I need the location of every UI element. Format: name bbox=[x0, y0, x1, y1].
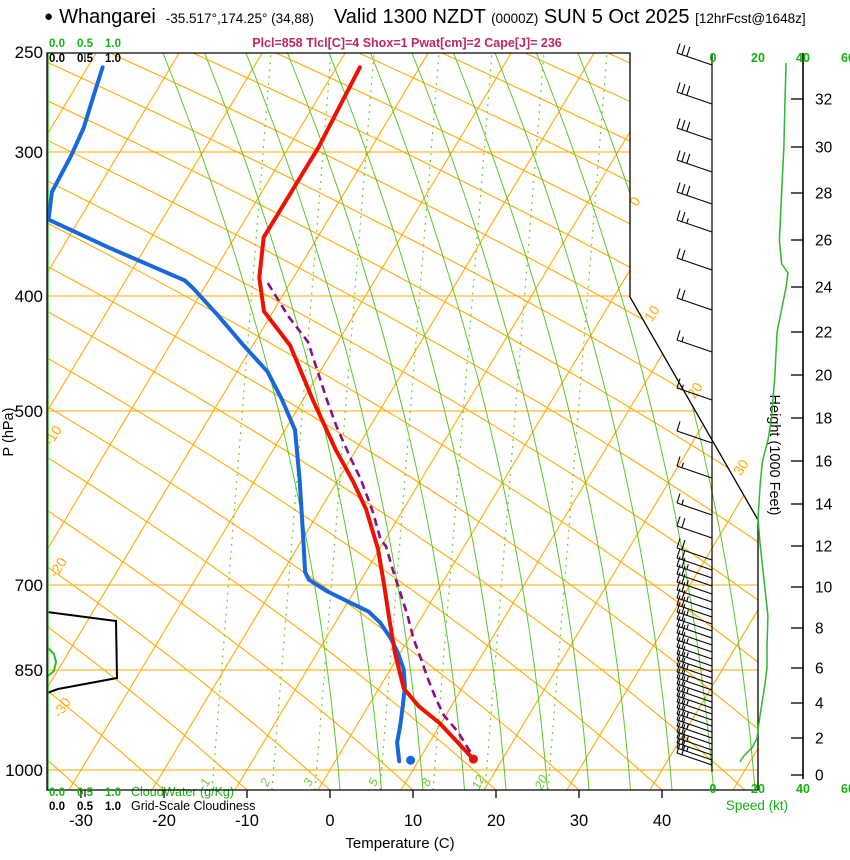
svg-text:32: 32 bbox=[815, 92, 832, 109]
svg-text:1.0: 1.0 bbox=[105, 787, 121, 799]
svg-text:20: 20 bbox=[487, 812, 505, 830]
svg-text:0.0: 0.0 bbox=[49, 801, 65, 813]
surface-dewpoint-dot bbox=[406, 755, 416, 765]
svg-text:24: 24 bbox=[815, 280, 833, 297]
svg-text:10: 10 bbox=[404, 812, 422, 830]
valid-utc: (0000Z) bbox=[491, 11, 539, 26]
svg-text:20: 20 bbox=[751, 51, 765, 65]
svg-text:-20: -20 bbox=[152, 812, 176, 830]
temperature-axis: -30 -20 -10 0 10 20 30 40 bbox=[69, 790, 671, 830]
cloudwater-scale-label: CloudWater (g/Kg) bbox=[131, 785, 234, 799]
svg-text:0.0: 0.0 bbox=[49, 38, 65, 50]
svg-text:22: 22 bbox=[815, 325, 832, 342]
surface-temp-dot bbox=[468, 754, 478, 764]
cloudiness-scale-label: Grid-Scale Cloudiness bbox=[131, 799, 255, 813]
svg-text:0.0: 0.0 bbox=[49, 53, 65, 65]
cloud-profiles bbox=[47, 53, 119, 790]
speed-scale: 00202040406060 bbox=[710, 51, 850, 796]
svg-text:12: 12 bbox=[815, 539, 832, 556]
height-axis-label: Height (1000 Feet) bbox=[766, 395, 782, 516]
station-coords: -35.517°,174.25° (34,88) bbox=[165, 11, 314, 26]
svg-text:0: 0 bbox=[325, 812, 334, 830]
speed-axis-label: Speed (kt) bbox=[726, 798, 788, 813]
svg-text:30: 30 bbox=[730, 456, 752, 478]
svg-text:-30: -30 bbox=[50, 694, 75, 720]
svg-text:20: 20 bbox=[532, 773, 551, 792]
wind-barbs bbox=[676, 43, 713, 772]
svg-text:6: 6 bbox=[815, 661, 824, 678]
svg-text:0: 0 bbox=[815, 768, 824, 785]
svg-text:10: 10 bbox=[815, 580, 833, 597]
cloudwater-profile bbox=[47, 646, 58, 678]
svg-text:2: 2 bbox=[257, 776, 273, 789]
svg-text:-30: -30 bbox=[69, 812, 93, 830]
svg-text:20: 20 bbox=[751, 782, 765, 796]
svg-text:250: 250 bbox=[15, 43, 43, 62]
svg-text:0: 0 bbox=[710, 782, 717, 796]
svg-text:850: 850 bbox=[15, 661, 43, 680]
wind-speed-curve bbox=[739, 62, 789, 763]
svg-text:2: 2 bbox=[815, 731, 824, 748]
svg-text:30: 30 bbox=[815, 140, 833, 157]
parcel-curve bbox=[266, 282, 475, 758]
svg-text:8: 8 bbox=[419, 776, 435, 788]
valid-time: Valid 1300 NZDT bbox=[333, 6, 486, 28]
svg-text:400: 400 bbox=[15, 287, 43, 306]
svg-text:14: 14 bbox=[815, 497, 833, 514]
station-name: Whangarei bbox=[59, 6, 156, 28]
sounding-indices: Plcl=858 Tlcl[C]=4 Shox=1 Pwat[cm]=2 Cap… bbox=[252, 36, 562, 50]
svg-text:1000: 1000 bbox=[5, 761, 43, 780]
svg-text:20: 20 bbox=[815, 368, 833, 385]
svg-text:30: 30 bbox=[570, 812, 588, 830]
grid-lines bbox=[47, 53, 758, 790]
svg-text:40: 40 bbox=[796, 51, 810, 65]
svg-text:-10: -10 bbox=[41, 422, 66, 448]
pressure-axis: 250 300 400 500 700 850 1000 bbox=[5, 43, 43, 780]
sounding-curves bbox=[47, 65, 478, 765]
temperature-curve bbox=[257, 65, 476, 762]
svg-text:500: 500 bbox=[15, 402, 43, 421]
svg-text:40: 40 bbox=[796, 782, 810, 796]
svg-text:16: 16 bbox=[815, 454, 832, 471]
forecast-info: [12hrFcst@1648z] bbox=[695, 11, 806, 26]
chart-title: ● Whangarei -35.517°,174.25° (34,88) Valid … bbox=[44, 6, 806, 29]
svg-text:26: 26 bbox=[815, 233, 832, 250]
temperature-axis-label: Temperature (C) bbox=[345, 835, 454, 852]
svg-text:3: 3 bbox=[301, 776, 317, 788]
svg-text:8: 8 bbox=[815, 621, 824, 638]
svg-text:28: 28 bbox=[815, 186, 832, 203]
cloudiness-profile bbox=[47, 611, 119, 694]
svg-text:1.0: 1.0 bbox=[105, 801, 121, 813]
svg-text:4: 4 bbox=[815, 696, 824, 713]
svg-text:60: 60 bbox=[841, 51, 850, 65]
svg-text:0: 0 bbox=[626, 193, 644, 208]
svg-text:18: 18 bbox=[815, 411, 832, 428]
svg-text:700: 700 bbox=[15, 576, 43, 595]
svg-text:1.0: 1.0 bbox=[105, 38, 121, 50]
svg-text:-20: -20 bbox=[46, 554, 71, 580]
svg-text:300: 300 bbox=[15, 143, 43, 162]
svg-text:0.0: 0.0 bbox=[49, 787, 65, 799]
svg-text:12: 12 bbox=[469, 773, 488, 792]
svg-text:-10: -10 bbox=[235, 812, 259, 830]
pressure-axis-label: P (hPa) bbox=[1, 408, 17, 457]
svg-text:0.5: 0.5 bbox=[77, 801, 94, 813]
dewpoint-curve bbox=[47, 65, 407, 764]
svg-text:60: 60 bbox=[841, 782, 850, 796]
svg-text:5: 5 bbox=[366, 776, 382, 788]
svg-text:1.0: 1.0 bbox=[105, 53, 121, 65]
valid-date: SUN 5 Oct 2025 bbox=[543, 6, 690, 28]
svg-text:0.5: 0.5 bbox=[77, 38, 94, 50]
svg-text:10: 10 bbox=[641, 302, 663, 324]
station-bullet-icon: ● bbox=[44, 8, 54, 25]
svg-text:0: 0 bbox=[710, 51, 717, 65]
svg-text:40: 40 bbox=[653, 812, 671, 830]
cloud-scales: 0.0 0.5 1.00.0 0.5 1.00.0 0.5 1.00.0 0.5 1.0 bbox=[49, 38, 121, 813]
